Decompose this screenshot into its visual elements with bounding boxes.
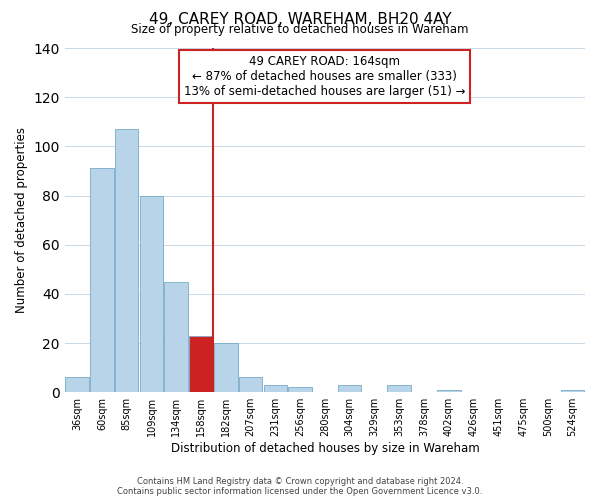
Bar [140, 196, 163, 392]
Bar [65, 378, 89, 392]
Text: Contains HM Land Registry data © Crown copyright and database right 2024.
Contai: Contains HM Land Registry data © Crown c… [118, 476, 482, 496]
X-axis label: Distribution of detached houses by size in Wareham: Distribution of detached houses by size … [170, 442, 479, 455]
Text: Size of property relative to detached houses in Wareham: Size of property relative to detached ho… [131, 22, 469, 36]
Bar [239, 378, 262, 392]
Y-axis label: Number of detached properties: Number of detached properties [15, 127, 28, 313]
Bar [189, 336, 213, 392]
Bar [164, 282, 188, 392]
Bar [214, 343, 238, 392]
Bar [561, 390, 584, 392]
Bar [437, 390, 461, 392]
Bar [115, 129, 139, 392]
Text: 49, CAREY ROAD, WAREHAM, BH20 4AY: 49, CAREY ROAD, WAREHAM, BH20 4AY [149, 12, 451, 28]
Bar [388, 385, 411, 392]
Bar [90, 168, 114, 392]
Bar [263, 385, 287, 392]
Bar [338, 385, 361, 392]
Text: 49 CAREY ROAD: 164sqm
← 87% of detached houses are smaller (333)
13% of semi-det: 49 CAREY ROAD: 164sqm ← 87% of detached … [184, 55, 466, 98]
Bar [289, 388, 312, 392]
